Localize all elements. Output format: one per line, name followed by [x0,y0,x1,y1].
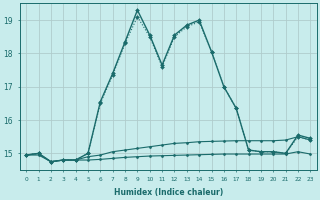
X-axis label: Humidex (Indice chaleur): Humidex (Indice chaleur) [114,188,223,197]
